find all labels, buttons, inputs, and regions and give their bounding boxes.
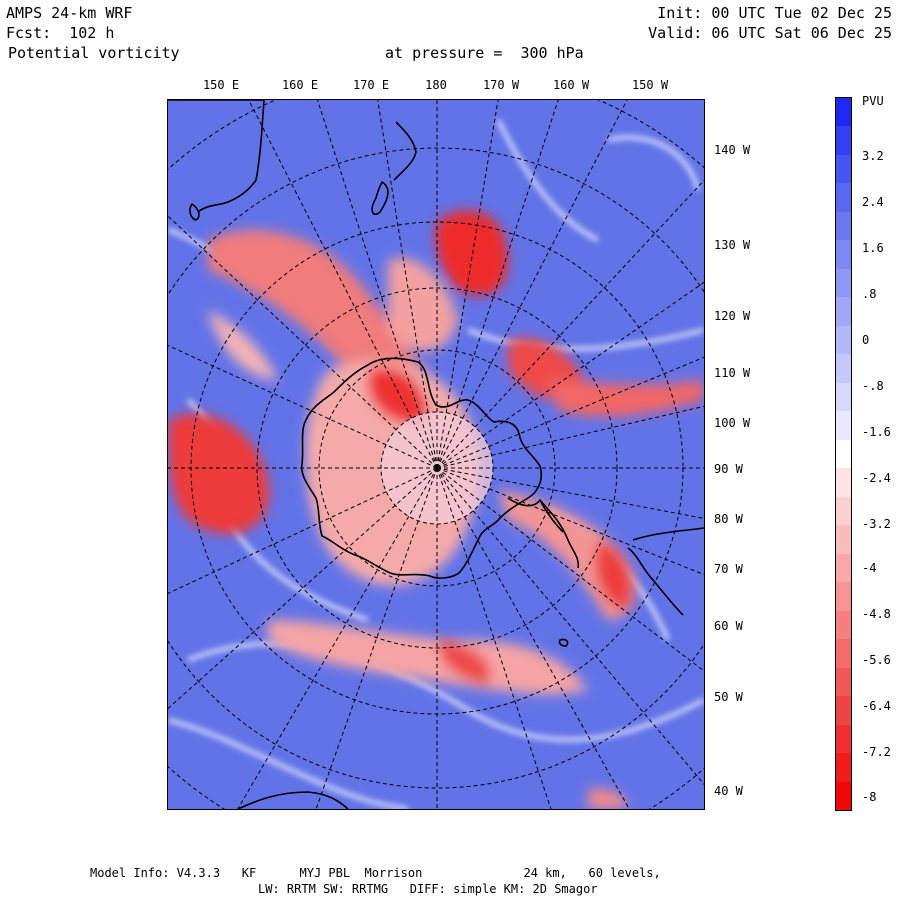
colorbar-tick-label: -7.2: [862, 745, 891, 759]
lon-label-right: 140 W: [714, 143, 751, 157]
model-title: AMPS 24-km WRF: [6, 4, 133, 22]
lon-label-right: 120 W: [714, 309, 751, 323]
colorbar-unit: PVU: [862, 94, 884, 108]
colorbar-segment: [836, 354, 851, 384]
colorbar-segment: [836, 183, 851, 213]
tasmania: [189, 203, 200, 221]
colorbar-tick-label: 3.2: [862, 149, 884, 163]
colorbar-tick-label: -4: [862, 561, 877, 575]
new-zealand-south: [371, 181, 389, 216]
field-name: Potential vorticity: [8, 44, 180, 62]
pv-map: [167, 99, 705, 810]
colorbar-tick-label: -4.8: [862, 607, 891, 621]
colorbar-tick-label: 2.4: [862, 195, 884, 209]
lon-label-right: 80 W: [714, 512, 743, 526]
antarctica-coast: [300, 357, 543, 579]
colorbar-tick-label: -.8: [862, 379, 884, 393]
lon-label-right: 60 W: [714, 619, 743, 633]
colorbar-tick-label: 1.6: [862, 241, 884, 255]
colorbar-tick-label: -5.6: [862, 653, 891, 667]
colorbar-segment: [836, 553, 851, 583]
colorbar-segment: [836, 753, 851, 782]
colorbar-tick-label: -2.4: [862, 471, 891, 485]
colorbar-tick-label: -8: [862, 790, 877, 804]
lon-label-right: 130 W: [714, 238, 751, 252]
lon-label-right: 50 W: [714, 690, 743, 704]
lon-label-top: 150 W: [631, 78, 669, 92]
colorbar-segment: [836, 610, 851, 640]
lon-label-top: 170 W: [482, 78, 520, 92]
antarctica-bottom-coast: [237, 791, 349, 809]
colorbar-segment: [836, 98, 851, 127]
colorbar-segment: [836, 781, 851, 811]
lon-label-top: 160 E: [281, 78, 319, 92]
colorbar-segment: [836, 696, 851, 726]
colorbar-segment: [836, 126, 851, 156]
lon-label-top: 170 E: [352, 78, 390, 92]
lon-label-right: 70 W: [714, 562, 743, 576]
colorbar-segment: [836, 325, 851, 355]
australia-coast: [168, 100, 265, 213]
falklands: [558, 638, 569, 647]
colorbar-segment: [836, 154, 851, 184]
colorbar-segment: [836, 439, 851, 469]
new-zealand-north: [393, 121, 417, 181]
pv-field-svg: [168, 100, 704, 809]
lon-label-top: 180: [425, 78, 447, 92]
south-america-tip: [627, 527, 704, 616]
valid-time: Valid: 06 UTC Sat 06 Dec 25: [648, 24, 892, 42]
colorbar-segment: [836, 582, 851, 612]
lon-label-right: 110 W: [714, 366, 751, 380]
colorbar-segment: [836, 411, 851, 441]
lon-label-right: 90 W: [714, 462, 743, 476]
pressure-level: at pressure = 300 hPa: [385, 44, 584, 62]
colorbar-tick-label: -1.6: [862, 425, 891, 439]
colorbar-tick-label: 0: [862, 333, 870, 347]
forecast-hour: Fcst: 102 h: [6, 24, 115, 42]
colorbar-segment: [836, 496, 851, 526]
colorbar-segment: [836, 211, 851, 241]
coastlines: [168, 100, 704, 809]
colorbar-segment: [836, 268, 851, 298]
model-info-line1: Model Info: V4.3.3 KF MYJ PBL Morrison 2…: [90, 866, 661, 880]
model-info-line2: LW: RRTM SW: RRTMG DIFF: simple KM: 2D S…: [258, 882, 598, 896]
colorbar-segment: [836, 525, 851, 555]
init-time: Init: 00 UTC Tue 02 Dec 25: [657, 4, 892, 22]
lon-label-right: 100 W: [714, 416, 751, 430]
antarctic-peninsula: [507, 497, 580, 569]
colorbar-tick-label: .8: [862, 287, 877, 301]
colorbar-segment: [836, 667, 851, 697]
colorbar-segment: [836, 382, 851, 412]
colorbar-segment: [836, 724, 851, 754]
lon-label-right: 40 W: [714, 784, 743, 798]
lon-label-top: 150 E: [202, 78, 240, 92]
lon-label-top: 160 W: [552, 78, 590, 92]
colorbar-tick-label: -3.2: [862, 517, 891, 531]
colorbar-segment: [836, 639, 851, 669]
colorbar-tick-label: -6.4: [862, 699, 891, 713]
pv-colorbar: [835, 97, 852, 811]
colorbar-segment: [836, 297, 851, 327]
colorbar-segment: [836, 468, 851, 498]
colorbar-segment: [836, 240, 851, 270]
